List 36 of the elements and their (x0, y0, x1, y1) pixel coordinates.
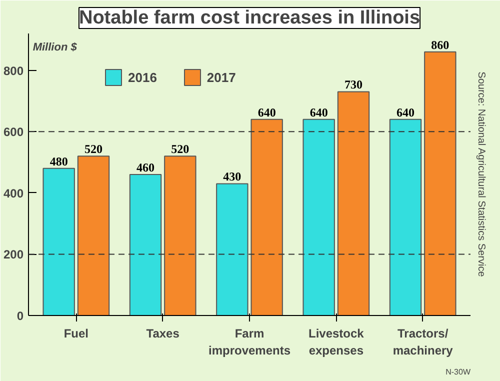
source-note: Source: National Agricultural Statistics Service (476, 72, 486, 278)
bar (424, 51, 456, 316)
x-tick-label: Farm improvements (208, 326, 291, 358)
text: N-30W (446, 368, 471, 376)
bar (129, 174, 162, 316)
data-label: 520 (171, 142, 190, 156)
x-tick-label: Tractors/ machinery (392, 326, 454, 358)
bar (216, 183, 248, 316)
data-label: 460 (136, 160, 154, 174)
bar (164, 156, 196, 316)
bar (389, 118, 422, 316)
data-label: 640 (396, 105, 414, 120)
bar (250, 118, 283, 316)
y-tick-label: 200 (3, 248, 24, 262)
y-tick-label: 600 (3, 125, 24, 140)
x-tick-label: Livestock expenses (308, 326, 364, 358)
data-label: 520 (84, 142, 102, 156)
x-tick-label: Taxes (146, 326, 180, 340)
data-label: 480 (50, 154, 68, 168)
data-label: 730 (344, 78, 362, 92)
y-axis-title: Million $ (32, 42, 78, 54)
bar (302, 118, 335, 316)
data-label: 430 (223, 170, 242, 184)
data-label: 640 (310, 105, 328, 120)
legend-label: 2017 (206, 70, 236, 84)
y-tick-label: 0 (16, 309, 24, 323)
bar (337, 91, 370, 316)
bar (77, 156, 110, 316)
legend-label: 2016 (128, 70, 157, 84)
y-tick-label: 400 (3, 186, 24, 200)
chart-title: Notable farm cost increases in Illinois (78, 8, 420, 28)
y-tick-label: 800 (3, 64, 24, 78)
data-label: 860 (431, 38, 450, 52)
data-label: 640 (258, 105, 276, 120)
bar (42, 168, 75, 316)
x-tick-label: Fuel (64, 326, 89, 340)
